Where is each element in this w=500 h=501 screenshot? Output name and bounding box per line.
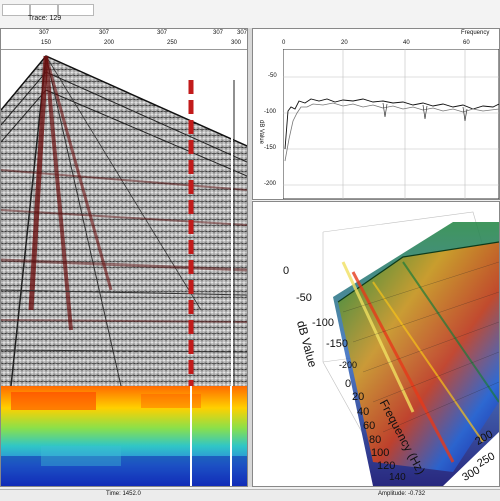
spectrogram-heatmap[interactable] <box>1 386 247 486</box>
bottom-tick: 200 <box>104 40 115 46</box>
spectrum-line-chart[interactable] <box>283 49 499 199</box>
spectrum-panel[interactable]: Frequency 0 20 40 60 -50 -100 -150 -200 … <box>252 28 500 200</box>
z-tick: -50 <box>296 292 312 304</box>
splitter[interactable] <box>248 28 252 487</box>
z-tick: -200 <box>339 360 358 370</box>
x-tick: 20 <box>352 391 365 403</box>
top-tick: 307 <box>157 30 168 36</box>
x-tick: 20 <box>341 40 348 46</box>
amplitude-readout: Amplitude: -0.732 <box>378 491 426 497</box>
bottom-tick: 300 <box>231 40 242 46</box>
x-tick: 0 <box>282 40 286 46</box>
x-tick: 120 <box>377 460 396 472</box>
x-tick: 60 <box>463 40 470 46</box>
top-tick: 307 <box>99 30 110 36</box>
x-tick: 0 <box>345 378 352 390</box>
seismic-axis-header: 307 307 307 307 307 150 200 250 300 <box>1 29 247 50</box>
y-axis-label: dB Value <box>257 120 264 144</box>
zoom-dropdown[interactable] <box>30 4 58 16</box>
z-tick: -150 <box>326 338 349 350</box>
top-toolbar: Trace: 129 <box>0 0 500 29</box>
y-tick: -150 <box>264 145 277 151</box>
z-tick: 0 <box>283 265 290 277</box>
trace-label: Trace: 129 <box>28 15 62 22</box>
x-tick: 80 <box>369 434 382 446</box>
x-tick: 40 <box>357 406 370 418</box>
surface-3d-plot[interactable] <box>253 202 499 486</box>
bottom-tick: 250 <box>167 40 178 46</box>
z-tick: -100 <box>312 317 335 329</box>
bottom-tick: 150 <box>41 40 52 46</box>
top-tick: 307 <box>213 30 224 36</box>
x-tick: 100 <box>371 447 390 459</box>
y-tick: -50 <box>268 73 277 79</box>
x-tick: 40 <box>403 40 410 46</box>
top-tick: 307 <box>237 30 248 36</box>
time-readout: Time: 1452.0 <box>106 491 141 497</box>
seismic-panel[interactable]: 307 307 307 307 307 150 200 250 300 <box>0 28 248 487</box>
top-tick: 307 <box>39 30 50 36</box>
status-bar: Time: 1452.0 Amplitude: -0.732 <box>0 489 500 501</box>
x-tick: 140 <box>389 472 406 483</box>
y-tick: -200 <box>264 181 277 187</box>
nav-dropdown[interactable] <box>2 4 30 16</box>
x-tick: 60 <box>363 420 376 432</box>
y-tick: -100 <box>264 109 277 115</box>
mode-dropdown[interactable] <box>58 4 94 16</box>
seismic-section[interactable] <box>1 50 247 386</box>
spectrum-title: Frequency <box>461 30 490 36</box>
surface-3d-panel[interactable]: 0 -50 -100 -150 -200 dB Value 0 20 40 60… <box>252 201 500 487</box>
